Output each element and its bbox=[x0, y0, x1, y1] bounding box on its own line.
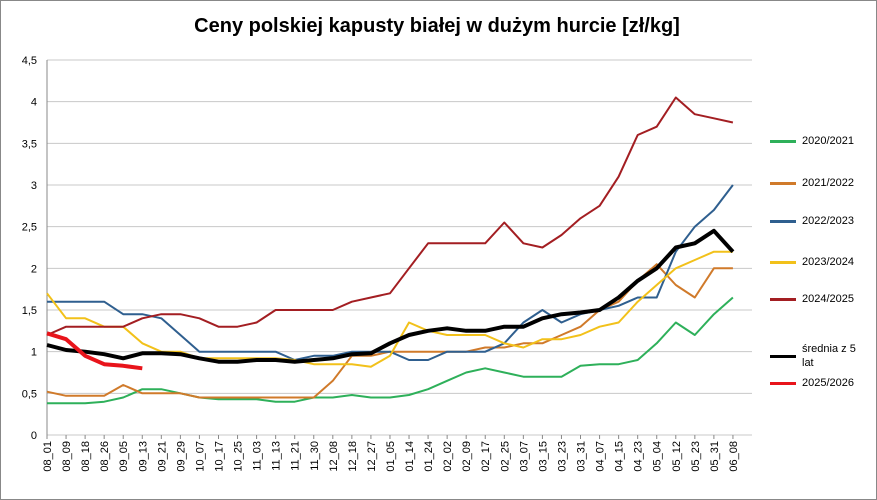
x-tick-label: 10_25 bbox=[233, 441, 245, 472]
legend-item: 2022/2023 bbox=[770, 214, 862, 228]
x-tick-label: 02_25 bbox=[499, 441, 511, 472]
legend-item: średnia z 5 lat bbox=[770, 342, 862, 370]
x-tick-label: 10_07 bbox=[194, 441, 206, 472]
x-tick-label: 12_18 bbox=[347, 441, 359, 472]
x-tick-label: 09_13 bbox=[137, 441, 149, 472]
legend-swatch bbox=[770, 354, 796, 358]
legend-label: średnia z 5 lat bbox=[802, 343, 856, 369]
x-tick-label: 05_31 bbox=[709, 441, 721, 472]
x-tick-label: 08_26 bbox=[99, 441, 111, 472]
y-tick-label: 2,5 bbox=[22, 222, 37, 234]
legend-swatch bbox=[770, 139, 796, 143]
legend-swatch bbox=[770, 381, 796, 385]
x-tick-label: 04_07 bbox=[595, 441, 607, 472]
series-line bbox=[46, 331, 143, 371]
x-tick-label: 03_07 bbox=[518, 441, 530, 472]
x-tick-label: 08_18 bbox=[80, 441, 92, 472]
x-tick-label: 12_27 bbox=[366, 441, 378, 472]
legend-item: 2020/2021 bbox=[770, 134, 862, 148]
x-tick-label: 05_23 bbox=[690, 441, 702, 472]
legend-swatch bbox=[770, 260, 796, 264]
legend-label: 2020/2021 bbox=[802, 135, 854, 147]
series-line bbox=[47, 184, 734, 361]
y-tick-label: 3,5 bbox=[22, 138, 37, 150]
x-tick-label: 01_05 bbox=[385, 441, 397, 472]
x-tick-label: 02_17 bbox=[480, 441, 492, 472]
x-tick-label: 11_03 bbox=[252, 441, 264, 471]
x-tick-label: 02_02 bbox=[442, 441, 454, 472]
x-tick-label: 11_30 bbox=[309, 441, 321, 471]
x-tick-label: 05_04 bbox=[652, 441, 664, 472]
y-tick-label: 2 bbox=[31, 263, 37, 275]
y-tick-label: 0 bbox=[31, 430, 37, 442]
x-tick-label: 09_21 bbox=[156, 441, 168, 472]
x-tick-label: 02_09 bbox=[461, 441, 473, 472]
legend-item: 2023/2024 bbox=[770, 255, 862, 269]
legend-swatch bbox=[770, 219, 796, 223]
x-tick-label: 03_23 bbox=[556, 441, 568, 472]
y-tick-label: 3 bbox=[31, 180, 37, 192]
x-tick-label: 03_31 bbox=[576, 441, 588, 472]
legend-swatch bbox=[770, 297, 796, 301]
y-tick-label: 0,5 bbox=[22, 388, 37, 400]
y-tick-label: 4 bbox=[31, 97, 37, 109]
legend-label: 2024/2025 bbox=[802, 293, 854, 305]
x-tick-label: 03_15 bbox=[537, 441, 549, 472]
x-tick-label: 08_09 bbox=[61, 441, 73, 472]
legend-swatch bbox=[770, 181, 796, 185]
series-line bbox=[46, 228, 735, 364]
y-tick-label: 4,5 bbox=[22, 55, 37, 67]
y-tick-label: 1 bbox=[31, 347, 37, 359]
legend-item: 2021/2022 bbox=[770, 176, 862, 190]
legend-label: 2025/2026 bbox=[802, 377, 854, 389]
x-tick-label: 08_01 bbox=[42, 441, 54, 472]
x-tick-label: 04_23 bbox=[633, 441, 645, 472]
x-tick-label: 11_13 bbox=[271, 441, 283, 471]
legend-label: 2022/2023 bbox=[802, 215, 854, 227]
x-tick-label: 09_05 bbox=[118, 441, 130, 472]
legend-label: 2023/2024 bbox=[802, 256, 854, 268]
x-tick-label: 01_24 bbox=[423, 441, 435, 472]
x-tick-label: 09_29 bbox=[175, 441, 187, 472]
chart-title: Ceny polskiej kapusty białej w dużym hur… bbox=[194, 15, 680, 37]
y-tick-label: 1,5 bbox=[22, 305, 37, 317]
x-tick-label: 04_15 bbox=[614, 441, 626, 472]
legend-item: 2025/2026 bbox=[770, 376, 862, 390]
legend-label: 2021/2022 bbox=[802, 177, 854, 189]
series-line bbox=[46, 96, 734, 336]
series-line bbox=[47, 296, 734, 405]
legend-item: 2024/2025 bbox=[770, 292, 862, 306]
x-tick-label: 05_12 bbox=[671, 441, 683, 472]
x-tick-label: 11_21 bbox=[290, 441, 302, 471]
x-tick-label: 10_17 bbox=[213, 441, 225, 472]
x-tick-label: 01_14 bbox=[404, 441, 416, 472]
x-tick-label: 06_08 bbox=[728, 441, 740, 472]
x-tick-label: 12_08 bbox=[328, 441, 340, 472]
